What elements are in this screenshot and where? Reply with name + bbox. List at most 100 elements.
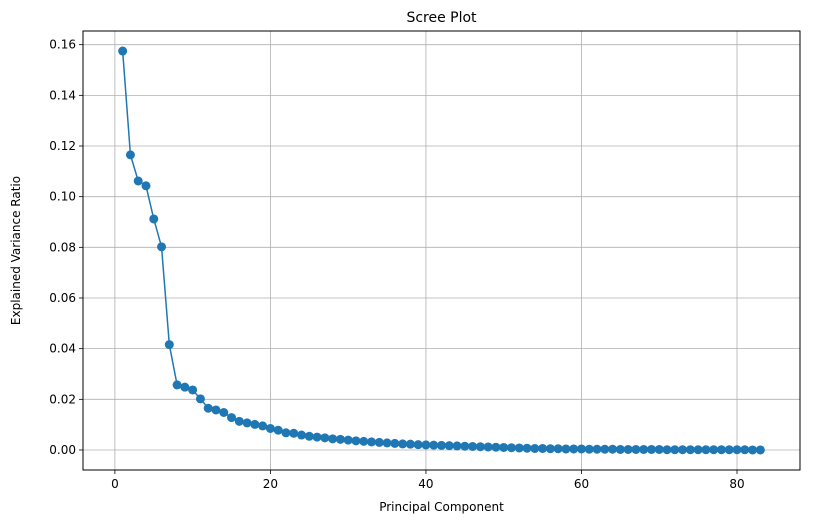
data-point [413, 440, 423, 450]
data-point [506, 443, 516, 453]
data-point [646, 444, 656, 454]
data-point [234, 416, 244, 426]
data-point [670, 445, 680, 455]
data-point [242, 418, 252, 428]
y-tick-label: 0.06 [49, 291, 76, 305]
y-tick-label: 0.16 [49, 38, 76, 52]
data-point [631, 444, 641, 454]
data-point [227, 413, 237, 423]
data-point [188, 385, 198, 395]
data-point [755, 445, 765, 455]
data-point [118, 46, 128, 56]
data-point [390, 438, 400, 448]
data-point [250, 419, 260, 429]
data-point [724, 445, 734, 455]
data-point [157, 242, 167, 252]
data-point [172, 380, 182, 390]
data-point [382, 438, 392, 448]
data-point [289, 428, 299, 438]
data-point [530, 443, 540, 453]
data-point [195, 394, 205, 404]
y-axis-label: Explained Variance Ratio [9, 176, 23, 325]
data-point [452, 441, 462, 451]
data-point [398, 439, 408, 449]
data-point [125, 150, 135, 160]
data-point [335, 434, 345, 444]
data-point [367, 437, 377, 447]
data-point [623, 444, 633, 454]
data-point [359, 436, 369, 446]
data-point [483, 442, 493, 452]
data-point [522, 443, 532, 453]
y-tick-label: 0.00 [49, 443, 76, 457]
data-point [219, 407, 229, 417]
y-tick-label: 0.12 [49, 139, 76, 153]
data-point [281, 428, 291, 438]
data-point [514, 443, 524, 453]
data-point [592, 444, 602, 454]
data-point [444, 441, 454, 451]
y-tick-label: 0.04 [49, 342, 76, 356]
data-point [211, 405, 221, 415]
data-point [538, 443, 548, 453]
data-point [273, 425, 283, 435]
data-point [343, 435, 353, 445]
data-point [662, 445, 672, 455]
data-point [297, 430, 307, 440]
data-point [561, 444, 571, 454]
data-point [545, 444, 555, 454]
data-point [203, 403, 213, 413]
data-point [304, 431, 314, 441]
data-point [133, 176, 143, 186]
data-point [141, 181, 151, 191]
data-point [600, 444, 610, 454]
data-point [320, 433, 330, 443]
y-tick-label: 0.10 [49, 190, 76, 204]
y-tick-label: 0.14 [49, 88, 76, 102]
data-point [265, 423, 275, 433]
data-point [584, 444, 594, 454]
y-tick-label: 0.08 [49, 240, 76, 254]
data-point [374, 437, 384, 447]
data-point [312, 432, 322, 442]
axis-ticks: 0 20 40 60 80 0.00 0.02 0.04 0.06 0.08 0.10 0.12 0.1… [49, 38, 744, 491]
data-point [437, 440, 446, 450]
data-point [180, 382, 190, 392]
data-point [351, 436, 361, 446]
data-point [576, 444, 586, 454]
data-point [678, 445, 688, 455]
data-point [328, 434, 338, 444]
x-tick-label: 0 [111, 477, 119, 491]
data-point [693, 445, 703, 455]
data-point [553, 444, 563, 454]
data-point [475, 442, 485, 452]
data-point [569, 444, 579, 454]
chart-title: Scree Plot [406, 10, 477, 26]
axes-frame [82, 30, 801, 471]
data-point [258, 421, 268, 431]
x-axis-label: Principal Component [379, 500, 504, 514]
x-tick-label: 20 [263, 477, 278, 491]
data-point [149, 214, 159, 224]
x-tick-label: 80 [729, 477, 744, 491]
data-point [615, 444, 625, 454]
x-tick-label: 60 [574, 477, 589, 491]
data-point [429, 440, 439, 450]
data-point [740, 445, 750, 455]
data-point [491, 442, 501, 452]
data-point [709, 445, 719, 455]
data-point [716, 445, 726, 455]
data-point [685, 445, 695, 455]
data-point [460, 441, 470, 451]
data-point [499, 442, 509, 452]
data-point [701, 445, 711, 455]
data-point [421, 440, 431, 450]
data-point [405, 439, 415, 449]
data-point [732, 445, 742, 455]
data-point [608, 444, 618, 454]
data-series [118, 46, 765, 455]
data-point [468, 441, 478, 451]
data-point [639, 444, 649, 454]
